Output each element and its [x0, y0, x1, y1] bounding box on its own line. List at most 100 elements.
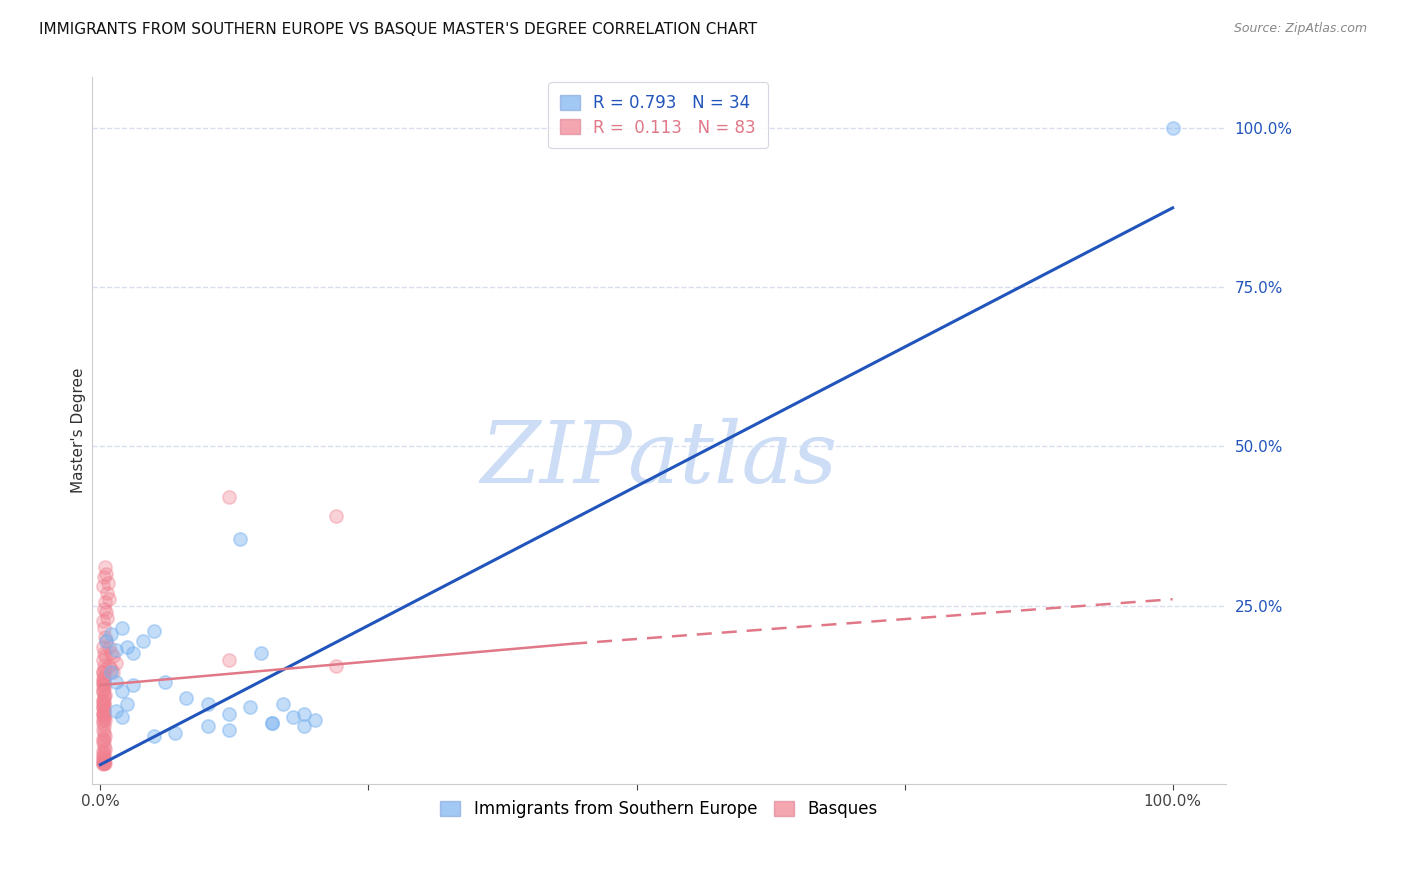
Point — [91, 640, 114, 654]
Point — [93, 704, 115, 718]
Point — [325, 659, 347, 673]
Point — [153, 674, 176, 689]
Y-axis label: Master's Degree: Master's Degree — [72, 368, 86, 493]
Point — [91, 713, 114, 727]
Point — [93, 668, 115, 682]
Point — [174, 690, 197, 705]
Point — [93, 750, 115, 764]
Point — [91, 756, 114, 771]
Point — [91, 700, 114, 714]
Point — [96, 611, 118, 625]
Point — [105, 674, 128, 689]
Point — [91, 684, 114, 698]
Point — [94, 633, 117, 648]
Text: ZIPatlas: ZIPatlas — [481, 417, 838, 500]
Point — [91, 732, 114, 747]
Point — [93, 733, 115, 747]
Point — [271, 697, 294, 711]
Point — [91, 653, 114, 667]
Point — [115, 697, 138, 711]
Point — [91, 751, 114, 765]
Text: IMMIGRANTS FROM SOUTHERN EUROPE VS BASQUE MASTER'S DEGREE CORRELATION CHART: IMMIGRANTS FROM SOUTHERN EUROPE VS BASQU… — [39, 22, 758, 37]
Point — [218, 491, 240, 505]
Point — [218, 653, 240, 667]
Point — [91, 716, 114, 731]
Point — [93, 672, 115, 686]
Point — [103, 665, 125, 680]
Point — [91, 674, 114, 689]
Point — [91, 678, 114, 692]
Point — [93, 729, 115, 743]
Point — [93, 697, 115, 711]
Point — [93, 688, 115, 702]
Point — [229, 532, 252, 546]
Legend: Immigrants from Southern Europe, Basques: Immigrants from Southern Europe, Basques — [434, 794, 884, 825]
Point — [103, 649, 125, 664]
Point — [304, 713, 326, 727]
Point — [105, 656, 128, 670]
Point — [94, 566, 117, 581]
Point — [93, 710, 115, 724]
Point — [91, 706, 114, 721]
Point — [97, 576, 120, 591]
Point — [165, 726, 187, 740]
Point — [93, 746, 115, 760]
Point — [91, 665, 114, 680]
Point — [93, 621, 115, 635]
Point — [91, 748, 114, 763]
Point — [93, 739, 115, 753]
Point — [93, 570, 115, 584]
Point — [93, 631, 115, 645]
Point — [111, 684, 134, 698]
Text: Source: ZipAtlas.com: Source: ZipAtlas.com — [1233, 22, 1367, 36]
Point — [93, 659, 115, 673]
Point — [105, 704, 128, 718]
Point — [93, 681, 115, 696]
Point — [93, 646, 115, 660]
Point — [93, 719, 115, 733]
Point — [218, 706, 240, 721]
Point — [91, 723, 114, 737]
Point — [1161, 121, 1184, 136]
Point — [91, 684, 114, 698]
Point — [100, 627, 122, 641]
Point — [325, 509, 347, 524]
Point — [93, 690, 115, 705]
Point — [93, 649, 115, 664]
Point — [121, 678, 143, 692]
Point — [91, 615, 114, 629]
Point — [260, 716, 283, 731]
Point — [93, 713, 115, 727]
Point — [91, 665, 114, 680]
Point — [93, 756, 115, 771]
Point — [283, 710, 305, 724]
Point — [93, 726, 115, 740]
Point — [115, 640, 138, 654]
Point — [250, 646, 273, 660]
Point — [94, 605, 117, 619]
Point — [93, 704, 115, 718]
Point — [96, 586, 118, 600]
Point — [93, 560, 115, 574]
Point — [143, 729, 166, 743]
Point — [97, 659, 120, 673]
Point — [100, 662, 122, 676]
Point — [93, 674, 115, 689]
Point — [197, 697, 219, 711]
Point — [93, 595, 115, 609]
Point — [91, 694, 114, 708]
Point — [93, 753, 115, 767]
Point — [93, 601, 115, 615]
Point — [97, 592, 120, 607]
Point — [143, 624, 166, 638]
Point — [132, 633, 155, 648]
Point — [91, 672, 114, 686]
Point — [93, 710, 115, 724]
Point — [93, 697, 115, 711]
Point — [91, 744, 114, 758]
Point — [260, 716, 283, 731]
Point — [93, 741, 115, 756]
Point — [91, 735, 114, 749]
Point — [93, 756, 115, 770]
Point — [93, 662, 115, 676]
